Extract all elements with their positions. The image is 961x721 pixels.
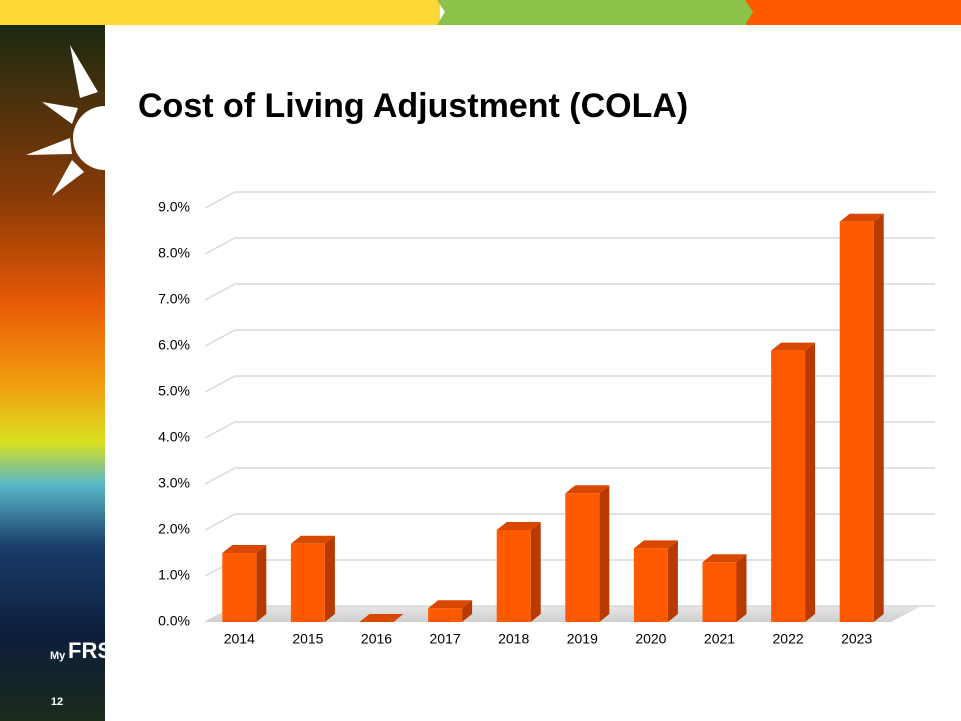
y-tick-label: 8.0% [158, 245, 190, 261]
bar-top [839, 213, 884, 222]
top-bar-orange [745, 0, 961, 25]
bar-top [702, 554, 747, 563]
bar-top [290, 535, 335, 544]
x-tick-label: 2023 [841, 631, 872, 647]
bar-top [496, 522, 541, 530]
bar [290, 543, 325, 622]
x-tick-label: 2018 [498, 631, 529, 647]
x-tick-label: 2022 [773, 631, 804, 647]
y-tick-label: 9.0% [158, 199, 190, 215]
bar [771, 350, 806, 622]
logo-small: My [50, 650, 66, 662]
x-tick-label: 2020 [635, 631, 666, 647]
bar-top [428, 600, 473, 609]
y-tick-label: 7.0% [158, 291, 190, 307]
x-tick-label: 2014 [224, 631, 255, 647]
bar [839, 221, 874, 623]
sun [73, 106, 137, 170]
bar-side [324, 535, 335, 622]
grid-line-side [204, 329, 236, 347]
bar-side [599, 485, 610, 622]
y-tick-label: 2.0% [158, 521, 190, 537]
sun-ray [70, 45, 98, 98]
slide-number: 12 [51, 696, 63, 708]
bar-side [530, 522, 541, 622]
bar-top [771, 342, 816, 351]
bar [702, 562, 737, 622]
y-tick-label: 4.0% [158, 429, 190, 445]
bar-top [633, 540, 678, 549]
sun-ray [26, 138, 72, 155]
y-tick-label: 6.0% [158, 337, 190, 353]
top-bar-yellow [0, 0, 440, 25]
bar-side [873, 213, 884, 623]
y-tick-label: 1.0% [158, 567, 190, 583]
grid-line-side [204, 467, 236, 485]
y-tick-label: 0.0% [158, 613, 190, 629]
grid-line-side [204, 421, 236, 439]
bar [565, 493, 600, 622]
bar-side [462, 600, 473, 622]
slide-title: Cost of Living Adjustment (COLA) [138, 87, 688, 125]
grid-line-side [204, 283, 236, 301]
x-tick-label: 2021 [704, 631, 735, 647]
x-tick-label: 2017 [430, 631, 461, 647]
bar-side [256, 545, 267, 622]
bar [633, 548, 668, 622]
x-tick-label: 2019 [567, 631, 598, 647]
bar-top [565, 485, 610, 494]
bar-side [667, 540, 678, 622]
bar-top [359, 614, 404, 622]
grid-line-side [204, 191, 236, 209]
bar [496, 530, 531, 622]
grid-line-side [204, 375, 236, 393]
x-tick-label: 2016 [361, 631, 392, 647]
y-tick-label: 5.0% [158, 383, 190, 399]
bar-side [805, 342, 816, 622]
bar-side [736, 554, 747, 622]
sun-ray [52, 160, 84, 196]
sun-ray [42, 102, 78, 124]
bar [428, 608, 463, 622]
bar [222, 553, 257, 622]
grid-line-side [204, 237, 236, 255]
logo-large: FRS [68, 638, 112, 663]
x-tick-label: 2015 [292, 631, 323, 647]
bar-top [222, 545, 267, 553]
y-tick-label: 3.0% [158, 475, 190, 491]
grid-line-side [204, 513, 236, 531]
top-bar-green [437, 0, 756, 25]
